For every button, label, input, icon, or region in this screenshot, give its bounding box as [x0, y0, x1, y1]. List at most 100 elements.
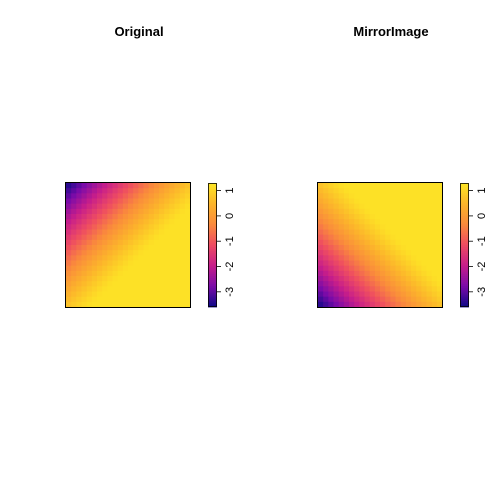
heat-cell [436, 286, 443, 292]
colorbar-segment [208, 280, 217, 283]
heat-cell [411, 276, 417, 282]
heat-cell [431, 203, 438, 210]
heat-cell [416, 245, 422, 251]
heat-cell [102, 229, 108, 236]
colorbar-segment [460, 251, 469, 254]
heat-cell [338, 198, 345, 205]
heat-cell [431, 301, 438, 308]
heat-cell [323, 270, 329, 277]
heat-cell [333, 301, 340, 308]
heat-cell [374, 188, 381, 194]
heat-cell [91, 260, 98, 267]
heat-cell [411, 229, 417, 236]
heat-cell [354, 219, 360, 225]
heat-cell [133, 276, 139, 282]
heat-cell [333, 250, 340, 256]
heat-cell [400, 188, 407, 194]
heat-cell [76, 193, 82, 199]
heat-cell [405, 224, 412, 230]
heat-cell [385, 250, 391, 256]
heat-cell [91, 198, 98, 205]
heat-cell [184, 276, 191, 282]
heat-cell [374, 270, 381, 277]
heat-cell [159, 270, 165, 277]
heat-cell [153, 239, 160, 246]
heat-cell [436, 250, 443, 256]
heat-cell [359, 301, 365, 308]
heat-cell [436, 265, 443, 272]
colorbar-segment [208, 203, 217, 207]
heat-cell [97, 270, 103, 277]
heat-cell [416, 291, 422, 298]
heat-cell [323, 193, 329, 199]
heat-cell [400, 245, 407, 251]
heat-cell [138, 234, 144, 241]
heat-cell [138, 203, 144, 210]
heat-cell [343, 265, 350, 272]
heat-cell [159, 245, 165, 251]
heat-cell [369, 276, 376, 282]
colorbar-segment [208, 240, 217, 244]
heat-cell [148, 270, 155, 277]
colorbar-segment [208, 193, 217, 196]
heat-cell [174, 198, 181, 205]
heat-cell [369, 234, 376, 241]
heat-cell [349, 291, 355, 298]
heat-cell [390, 250, 396, 256]
heat-cell [333, 183, 340, 189]
heat-cell [333, 270, 340, 277]
heat-cell [169, 214, 175, 220]
heat-cell [323, 301, 329, 308]
heat-cell [411, 219, 417, 225]
heat-cell [66, 224, 72, 230]
heat-cell [354, 291, 360, 298]
heat-cell [405, 188, 412, 194]
colorbar-segment [460, 257, 469, 260]
heat-cell [133, 193, 139, 199]
heat-cell [153, 265, 160, 272]
heat-cell [385, 291, 391, 298]
heat-cell [122, 286, 129, 292]
heat-cell [426, 183, 433, 189]
heat-cell [333, 286, 340, 292]
heat-cell [328, 286, 334, 292]
heat-cell [411, 260, 417, 267]
heat-cell [138, 224, 144, 230]
heat-cell [76, 296, 82, 303]
colorbar-segment [460, 187, 469, 190]
heat-cell [148, 188, 155, 194]
heat-cell [169, 260, 175, 267]
heat-cell [343, 281, 350, 287]
heat-cell [364, 219, 371, 225]
heat-cell [133, 234, 139, 241]
heat-cell [86, 265, 93, 272]
heat-cell [354, 208, 360, 215]
colorbar-segment [208, 228, 217, 231]
heat-cell [112, 260, 119, 267]
colorbar-segment [208, 207, 217, 211]
heat-cell [426, 250, 433, 256]
colorbar-segment [208, 191, 217, 194]
heat-cell [169, 281, 175, 287]
heat-cell [333, 296, 340, 303]
heat-cell [128, 229, 134, 236]
heat-cell [385, 239, 391, 246]
colorbar-segment [208, 251, 217, 254]
heat-cell [184, 234, 191, 241]
heat-cell [169, 208, 175, 215]
heat-cell [184, 296, 191, 303]
heat-cell [159, 286, 165, 292]
heat-cell [338, 265, 345, 272]
heat-cell [405, 183, 412, 189]
colorbar-segment [460, 273, 469, 277]
heat-cell [323, 255, 329, 261]
heat-cell [143, 234, 150, 241]
heat-cell [117, 245, 124, 251]
heat-cell [117, 296, 124, 303]
heat-cell [400, 260, 407, 267]
heat-cell [395, 193, 402, 199]
heat-cell [328, 301, 334, 308]
heat-cell [159, 239, 165, 246]
heat-cell [411, 224, 417, 230]
panel-mirror: MirrorImage 1 0 -1 -2 -3 [317, 24, 488, 308]
